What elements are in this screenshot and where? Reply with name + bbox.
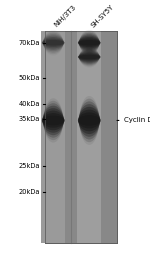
Ellipse shape: [79, 51, 100, 63]
Ellipse shape: [79, 107, 100, 134]
Ellipse shape: [78, 38, 100, 47]
Ellipse shape: [78, 40, 101, 46]
Ellipse shape: [43, 34, 64, 51]
Ellipse shape: [78, 52, 100, 62]
Ellipse shape: [43, 103, 63, 138]
Ellipse shape: [42, 38, 64, 47]
Ellipse shape: [43, 108, 64, 133]
Ellipse shape: [80, 30, 99, 56]
Ellipse shape: [80, 47, 99, 67]
Ellipse shape: [80, 96, 99, 145]
Ellipse shape: [78, 115, 101, 126]
Ellipse shape: [79, 50, 100, 64]
FancyBboxPatch shape: [45, 31, 117, 243]
Ellipse shape: [43, 106, 64, 135]
Ellipse shape: [42, 116, 65, 125]
Text: 70kDa: 70kDa: [18, 40, 40, 46]
Ellipse shape: [79, 102, 99, 139]
FancyBboxPatch shape: [77, 31, 101, 243]
Ellipse shape: [43, 36, 64, 50]
Text: SH-SY5Y: SH-SY5Y: [90, 3, 114, 28]
FancyBboxPatch shape: [41, 31, 65, 243]
Ellipse shape: [79, 34, 100, 51]
Ellipse shape: [79, 49, 99, 65]
Ellipse shape: [79, 48, 99, 66]
Ellipse shape: [43, 33, 63, 53]
Text: Cyclin D1: Cyclin D1: [117, 117, 150, 124]
Text: 20kDa: 20kDa: [18, 189, 40, 195]
Ellipse shape: [42, 113, 64, 128]
Text: 25kDa: 25kDa: [18, 163, 40, 169]
Text: 35kDa: 35kDa: [18, 116, 40, 122]
Ellipse shape: [78, 53, 100, 60]
Text: 50kDa: 50kDa: [18, 75, 40, 81]
Ellipse shape: [42, 40, 65, 46]
Ellipse shape: [79, 99, 99, 142]
Ellipse shape: [79, 33, 99, 53]
Ellipse shape: [79, 36, 100, 50]
Ellipse shape: [42, 37, 64, 48]
Ellipse shape: [42, 111, 64, 130]
Ellipse shape: [78, 55, 101, 59]
Text: 40kDa: 40kDa: [18, 100, 40, 107]
Ellipse shape: [79, 31, 99, 54]
Ellipse shape: [43, 101, 63, 140]
Ellipse shape: [79, 104, 100, 137]
Text: NIH/3T3: NIH/3T3: [54, 4, 78, 28]
Ellipse shape: [43, 31, 63, 54]
Ellipse shape: [78, 110, 100, 131]
Ellipse shape: [44, 98, 63, 142]
Ellipse shape: [78, 112, 100, 129]
Ellipse shape: [78, 37, 100, 48]
